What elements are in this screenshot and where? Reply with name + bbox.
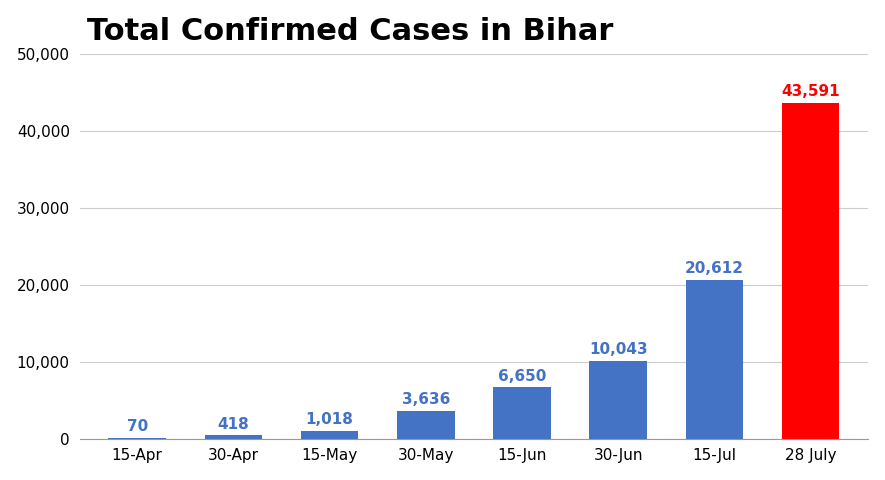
Bar [301,431,358,439]
Text: 10,043: 10,043 [589,342,648,358]
Bar [589,361,647,439]
Bar [781,103,840,439]
Text: 1,018: 1,018 [305,412,354,427]
Text: 418: 418 [218,417,250,432]
Text: 6,650: 6,650 [498,369,546,384]
Bar [493,387,550,439]
Bar [397,410,455,439]
Text: 43,591: 43,591 [781,84,840,99]
Text: 3,636: 3,636 [402,392,450,407]
Bar [204,435,262,439]
Text: Total Confirmed Cases in Bihar: Total Confirmed Cases in Bihar [88,17,614,46]
Text: 20,612: 20,612 [685,261,744,276]
Bar [686,280,743,439]
Bar [108,438,166,439]
Text: 70: 70 [127,419,148,434]
